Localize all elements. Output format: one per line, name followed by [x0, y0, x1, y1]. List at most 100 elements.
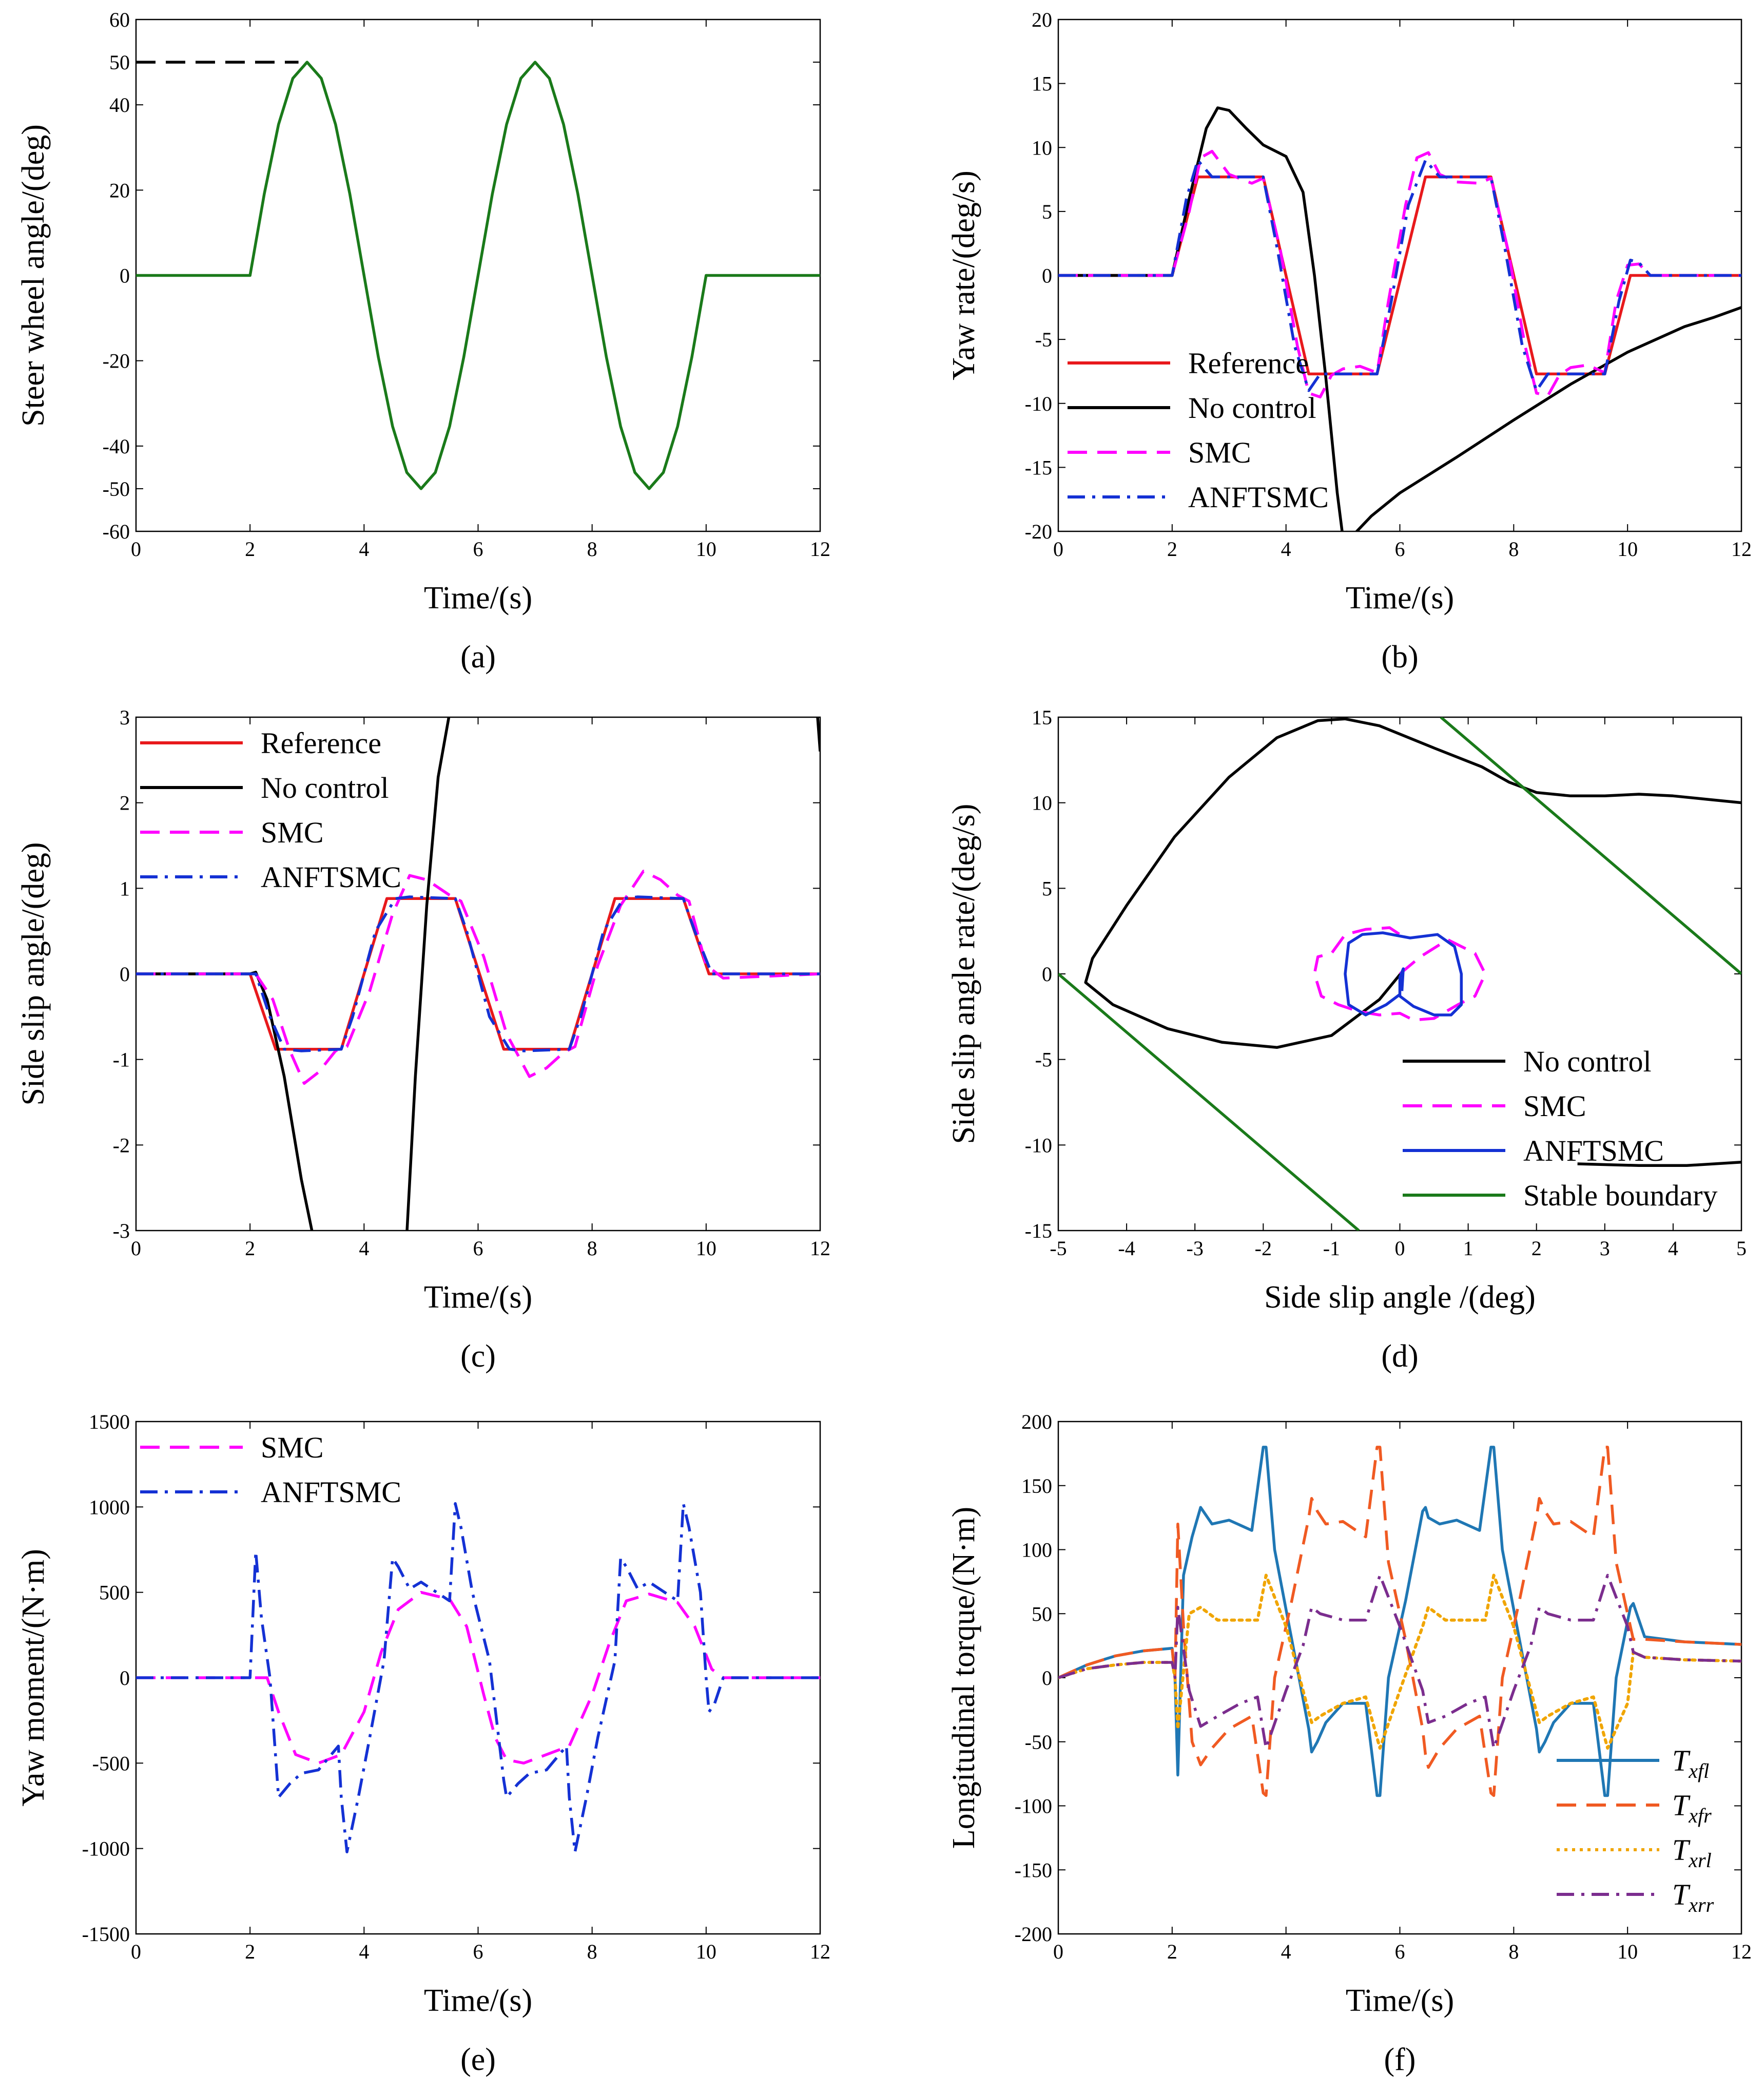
x-tick-label: 8 — [587, 538, 597, 561]
series-reference — [1058, 175, 1741, 376]
y-tick-label: -20 — [103, 350, 130, 373]
y-tick-label: 10 — [1032, 136, 1052, 159]
x-axis-label: Side slip angle /(deg) — [1264, 1280, 1536, 1315]
y-tick-label: -3 — [113, 1219, 130, 1242]
x-tick-label: 4 — [1281, 1940, 1291, 1963]
x-tick-label: 12 — [810, 1940, 830, 1963]
legend-label: Txrr — [1672, 1878, 1714, 1916]
y-tick-label: -100 — [1015, 1795, 1052, 1818]
x-tick-label: 2 — [1532, 1237, 1542, 1260]
y-tick-label: 5 — [1042, 877, 1052, 900]
x-tick-label: 6 — [473, 538, 483, 561]
x-tick-label: -2 — [1255, 1237, 1272, 1260]
legend-label: SMC — [1523, 1089, 1586, 1123]
series-stable-boundary — [1440, 717, 1741, 975]
panel-e: 0 2 4 6 8 10 12 -1500 -1000 -500 0 500 1000 1500 Time/… — [16, 1410, 830, 2077]
y-tick-label: 200 — [1021, 1410, 1052, 1433]
series-no-control — [1084, 717, 1741, 1049]
x-tick-label: 1 — [1463, 1237, 1474, 1260]
y-tick-label: 150 — [1021, 1474, 1052, 1498]
series-txrr — [1058, 1574, 1741, 1750]
y-tick-label: 1500 — [89, 1410, 130, 1433]
legend-label: ANFTSMC — [1523, 1134, 1664, 1167]
x-axis-label: Time/(s) — [424, 1280, 532, 1315]
y-tick-label: 0 — [120, 264, 130, 287]
legend-label: No control — [261, 771, 389, 804]
y-tick-label: 40 — [109, 93, 130, 117]
series-anftsmc — [136, 895, 820, 1052]
x-axis-label: Time/(s) — [1346, 1983, 1454, 2018]
panel-b: 0 2 4 6 8 10 12 -20 -15 -10 -5 0 5 10 15 20 Time/(s) Yaw … — [946, 8, 1752, 675]
y-tick-label: 50 — [109, 51, 130, 74]
y-axis-label: Side slip angle/(deg) — [16, 842, 51, 1105]
x-tick-label: 12 — [810, 1237, 830, 1260]
x-tick-label: 6 — [1395, 538, 1405, 561]
y-tick-label: -40 — [103, 435, 130, 458]
legend-label: No control — [1188, 391, 1316, 425]
legend: Reference No control SMC ANFTSMC — [1068, 347, 1329, 514]
y-tick-label: -50 — [103, 477, 130, 501]
series-no-control-re-entry- — [1577, 1160, 1741, 1167]
legend: Txfl Txfr Txrl Txrr — [1557, 1744, 1714, 1916]
series-txfr — [1058, 1446, 1741, 1797]
y-tick-label: 0 — [1042, 963, 1052, 986]
panel-caption: (a) — [460, 640, 496, 675]
x-tick-label: 0 — [131, 538, 141, 561]
y-axis-label: Side slip angle rate/(deg/s) — [946, 804, 981, 1144]
legend-label: SMC — [261, 1431, 324, 1464]
y-tick-label: 10 — [1032, 792, 1052, 815]
y-tick-label: -1000 — [82, 1837, 130, 1860]
legend-label: ANFTSMC — [261, 860, 401, 894]
x-tick-label: 8 — [587, 1940, 597, 1963]
x-tick-label: 5 — [1736, 1237, 1747, 1260]
x-tick-label: 10 — [1617, 538, 1638, 561]
y-axis-label: Longitudinal torque/(N·m) — [946, 1507, 981, 1849]
x-tick-label: 0 — [1395, 1237, 1405, 1260]
x-tick-label: 0 — [131, 1940, 141, 1963]
series-smc — [136, 870, 820, 1085]
x-tick-label: 12 — [1731, 538, 1752, 561]
y-tick-label: 2 — [120, 792, 130, 815]
y-tick-label: 15 — [1032, 72, 1052, 95]
x-tick-label: 12 — [1731, 1940, 1752, 1963]
series-no-control-return- — [816, 717, 820, 752]
x-tick-label: 8 — [1508, 1940, 1519, 1963]
x-tick-label: 6 — [473, 1940, 483, 1963]
y-tick-label: -5 — [1035, 1048, 1052, 1071]
legend: No control SMC ANFTSMC Stable boundary — [1403, 1045, 1718, 1212]
x-tick-label: 0 — [131, 1237, 141, 1260]
legend-label: No control — [1523, 1045, 1652, 1078]
panel-a: 0 2 4 6 8 10 12 -60 -50 -40 -20 0 20 40 50 60 Time/(s) St… — [16, 8, 830, 675]
x-tick-label: 6 — [473, 1237, 483, 1260]
x-tick-label: 6 — [1395, 1940, 1405, 1963]
y-axis-label: Yaw moment/(N·m) — [16, 1549, 51, 1807]
x-tick-label: 2 — [245, 538, 255, 561]
series-anftsmc — [1058, 159, 1741, 392]
series-smc — [1313, 926, 1487, 1022]
panel-caption: (f) — [1384, 2042, 1416, 2077]
x-tick-label: 2 — [245, 1940, 255, 1963]
x-tick-label: -4 — [1118, 1237, 1135, 1260]
y-tick-label: -2 — [113, 1134, 130, 1157]
x-axis-label: Time/(s) — [424, 1983, 532, 2018]
y-tick-label: -1500 — [82, 1923, 130, 1946]
y-tick-label: -10 — [1025, 392, 1052, 415]
y-tick-label: -15 — [1025, 456, 1052, 479]
y-tick-label: 0 — [120, 1666, 130, 1690]
series-group — [136, 717, 820, 1231]
y-tick-label: 5 — [1042, 200, 1052, 223]
y-tick-label: 50 — [1032, 1602, 1052, 1625]
legend-label: Txfl — [1672, 1744, 1709, 1782]
x-tick-label: 10 — [696, 1237, 716, 1260]
legend-label: ANFTSMC — [1188, 481, 1329, 514]
y-tick-label: -50 — [1025, 1731, 1052, 1754]
x-tick-label: 12 — [810, 538, 830, 561]
y-tick-label: -1 — [113, 1048, 130, 1071]
y-tick-label: 20 — [1032, 8, 1052, 31]
y-tick-label: 0 — [1042, 1666, 1052, 1690]
y-tick-label: -200 — [1015, 1923, 1052, 1946]
plot-frame — [1057, 1421, 1742, 1935]
series-stable-boundary-lower- — [1058, 972, 1360, 1231]
